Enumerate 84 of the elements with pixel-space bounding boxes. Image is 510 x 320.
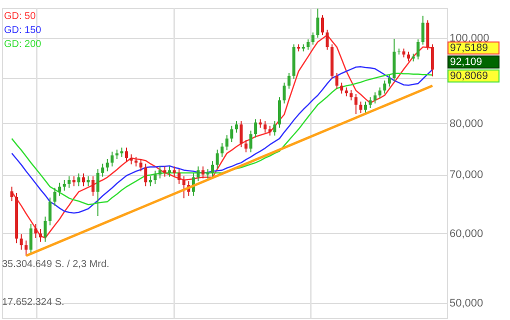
y-tick-label: 50,000 <box>450 298 484 310</box>
candlestick <box>178 168 181 184</box>
candlestick <box>182 176 186 199</box>
candlestick <box>364 101 368 114</box>
candlestick <box>240 120 243 148</box>
text: GD: 150 <box>4 25 42 36</box>
candlestick <box>234 120 238 134</box>
candlestick <box>288 72 291 90</box>
y-tick-label: 80,000 <box>450 118 484 130</box>
candlestick <box>134 156 138 167</box>
candlestick <box>58 182 62 196</box>
candlestick <box>139 158 142 172</box>
candlestick <box>196 166 200 182</box>
candlestick <box>144 163 148 187</box>
candlestick <box>316 8 320 38</box>
candlestick <box>158 166 162 179</box>
text: 90,8069 <box>450 70 488 82</box>
candlestick <box>416 38 420 60</box>
text: GD: 200 <box>4 39 42 50</box>
candlestick <box>38 228 42 242</box>
candlestick <box>225 134 228 151</box>
candlestick <box>20 234 23 250</box>
candlestick <box>273 120 276 136</box>
candlestick <box>34 224 38 238</box>
candlestick <box>48 197 52 226</box>
candlestick <box>430 44 434 77</box>
y-tick-label: 70,000 <box>450 169 484 182</box>
candlestick <box>320 14 324 36</box>
candlestick <box>335 72 338 90</box>
candlestick <box>354 94 358 115</box>
candlestick <box>311 32 314 46</box>
candlestick <box>421 15 424 46</box>
candlestick <box>230 125 234 143</box>
candlestick <box>306 38 310 50</box>
candlestick <box>106 158 109 172</box>
candlestick <box>53 187 56 206</box>
candlestick <box>397 48 400 56</box>
candlestick <box>130 154 133 165</box>
candlestick <box>216 149 219 170</box>
candlestick <box>163 166 166 178</box>
candlestick <box>10 186 14 202</box>
candlestick <box>206 168 210 179</box>
candlestick <box>359 101 362 114</box>
candlestick <box>407 51 410 62</box>
candlestick <box>96 168 100 217</box>
candlestick <box>120 147 124 158</box>
candlestick <box>44 216 47 242</box>
candlestick <box>249 130 252 153</box>
candlestick <box>378 86 382 99</box>
candlestick <box>92 176 95 196</box>
candlestick <box>350 90 353 101</box>
text: GD: 50 <box>4 11 36 22</box>
candlestick <box>254 118 258 138</box>
y-tick-label: 100,000 <box>450 32 490 45</box>
candlestick <box>201 166 204 179</box>
candlestick <box>24 240 28 256</box>
candlestick <box>268 125 272 136</box>
candlestick <box>368 96 372 109</box>
candlestick <box>374 92 377 104</box>
candlestick <box>110 151 114 167</box>
candlestick <box>211 160 214 178</box>
candlestick <box>168 166 172 178</box>
candlestick <box>340 82 344 94</box>
candlestick <box>82 172 85 187</box>
candlestick <box>326 29 329 50</box>
candlestick <box>282 82 286 104</box>
annotation: 35.304.649 S. / 2,3 Mrd. <box>2 259 110 270</box>
candlestick <box>101 163 104 178</box>
y-tick-label: 60,000 <box>450 228 484 240</box>
candlestick <box>154 170 157 184</box>
candlestick <box>172 166 176 178</box>
candlestick <box>388 74 391 88</box>
candlestick <box>68 176 71 188</box>
candlestick <box>77 172 80 187</box>
candlestick <box>115 149 118 160</box>
candlestick <box>244 140 248 153</box>
text: 97,5189 <box>450 42 488 54</box>
candlestick <box>220 142 224 158</box>
candlestick <box>264 120 267 134</box>
candlestick <box>29 224 32 254</box>
candlestick <box>125 147 128 162</box>
text: 92,109 <box>450 56 482 68</box>
annotation: 17.652.324 S. <box>2 297 64 308</box>
candlestick <box>383 80 386 94</box>
